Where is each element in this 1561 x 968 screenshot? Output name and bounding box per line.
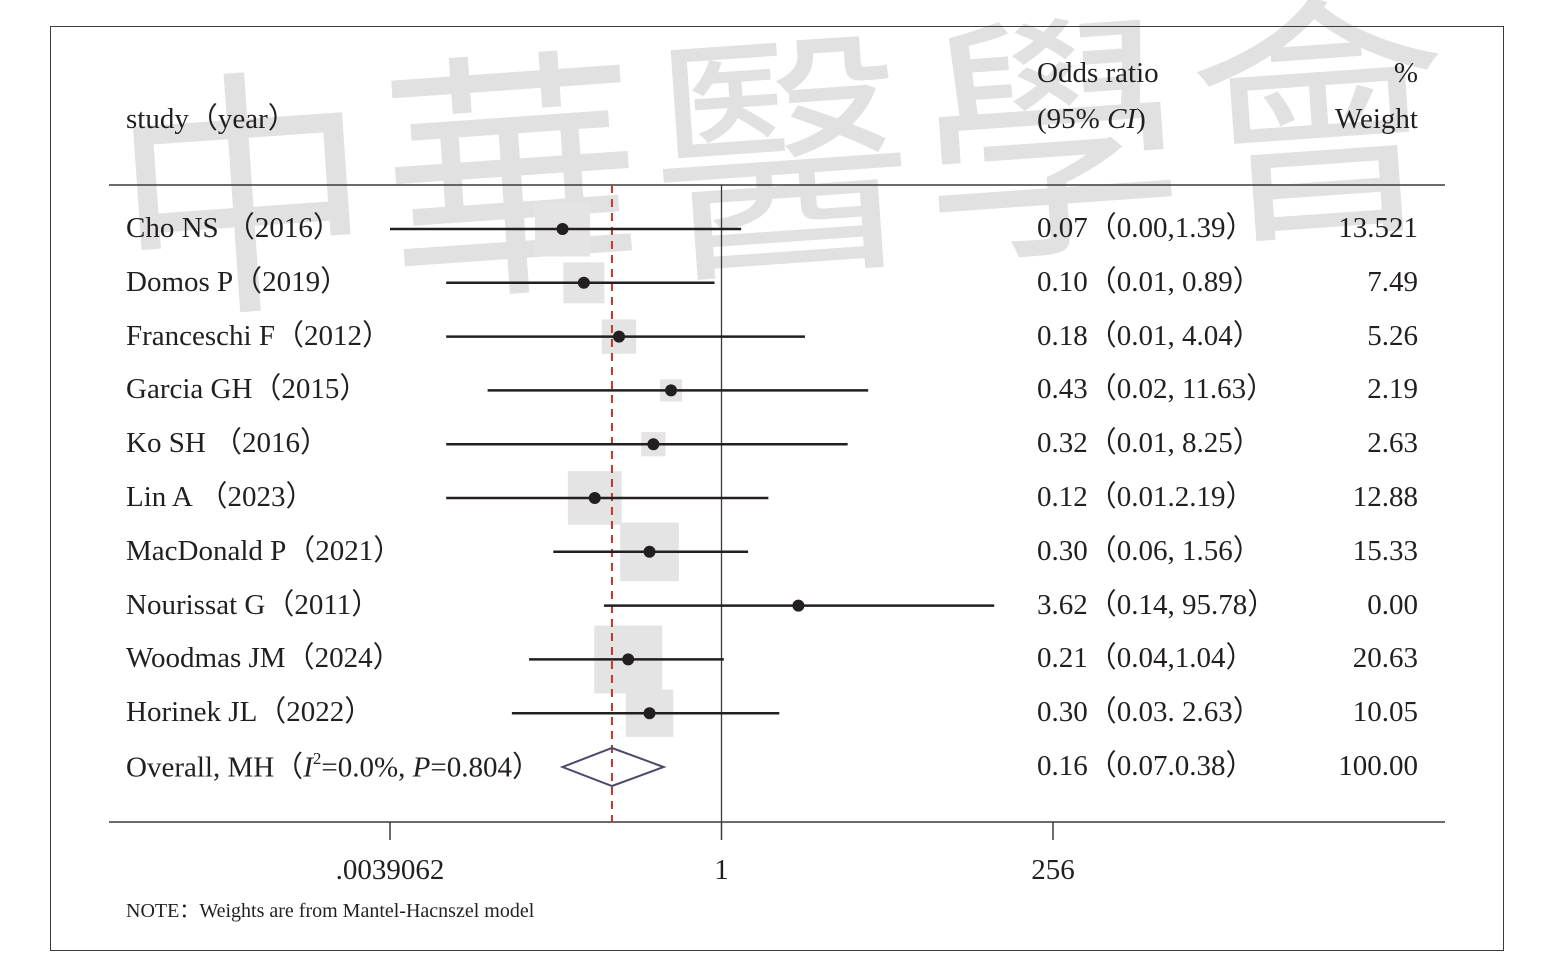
study-weight: 20.63	[1352, 642, 1418, 675]
point-estimate	[643, 545, 656, 558]
x-tick-label: .0039062	[335, 854, 445, 886]
study-weight: 13.521	[1338, 212, 1418, 244]
point-estimate	[792, 599, 805, 612]
study-odds-ratio: 3.62（0.14, 95.78）	[1037, 588, 1277, 621]
study-weight: 0.00	[1367, 588, 1418, 621]
odds-ratio-header: Odds ratio	[1037, 57, 1159, 89]
point-estimate	[556, 223, 569, 235]
confidence-intervals	[390, 227, 995, 715]
study-odds-ratio: 0.12（0.01.2.19）	[1037, 481, 1255, 513]
study-weight: 2.19	[1367, 373, 1418, 406]
study-odds-ratio: 0.10（0.01, 0.89）	[1037, 265, 1262, 298]
study-label: Cho NS （2016）	[126, 212, 342, 244]
study-weight: 2.63	[1367, 427, 1418, 460]
study-label: Lin A （2023）	[126, 481, 315, 513]
study-label: Horinek JL（2022）	[126, 696, 374, 729]
weight-header: Weight	[1334, 103, 1418, 135]
percent-header: %	[1393, 57, 1418, 89]
study-label: Nourissat G（2011）	[126, 588, 381, 621]
overall-label: Overall, MH（I2=0.0%, P=0.804）	[126, 749, 541, 784]
study-weight: 12.88	[1352, 481, 1418, 513]
study-odds-ratio: 0.18（0.01, 4.04）	[1037, 319, 1262, 352]
study-label: Ko SH （2016）	[126, 427, 330, 460]
study-odds-ratio: 0.30（0.06, 1.56）	[1037, 534, 1262, 567]
study-label: Woodmas JM（2024）	[126, 642, 402, 675]
chart-frame	[50, 26, 1504, 951]
point-estimate	[665, 384, 678, 397]
point-estimate	[643, 707, 656, 720]
point-estimate	[622, 653, 635, 666]
overall-weight: 100.00	[1338, 750, 1418, 782]
study-odds-ratio: 0.21（0.04,1.04）	[1037, 642, 1255, 675]
study-odds-ratio: 0.32（0.01, 8.25）	[1037, 427, 1262, 460]
study-weight: 5.26	[1367, 319, 1418, 352]
footnote: NOTE：Weights are from Mantel-Hacnszel mo…	[126, 900, 535, 922]
study-odds-ratio: 0.07（0.00,1.39）	[1037, 212, 1255, 244]
study-column-header: study（year）	[126, 103, 297, 135]
point-estimate	[577, 276, 590, 289]
ci-header: (95% CI)	[1037, 103, 1146, 135]
overall-odds-ratio: 0.16（0.07.0.38）	[1037, 750, 1255, 782]
point-estimate	[647, 438, 660, 451]
x-axis-ticks	[389, 822, 1054, 840]
study-odds-ratio: 0.30（0.03. 2.63）	[1037, 696, 1262, 729]
study-label: MacDonald P（2021）	[126, 534, 403, 567]
x-tick-label: 256	[1031, 854, 1075, 886]
study-label: Garcia GH（2015）	[126, 373, 369, 406]
study-weight: 15.33	[1352, 534, 1418, 567]
study-odds-ratio: 0.43（0.02, 11.63）	[1037, 373, 1276, 406]
x-tick-label: 1	[714, 854, 729, 886]
study-label: Franceschi F（2012）	[126, 319, 391, 352]
overall-diamond	[559, 746, 667, 788]
study-label: Domos P（2019）	[126, 265, 350, 298]
study-weight: 7.49	[1367, 265, 1418, 298]
point-estimate	[588, 492, 601, 504]
study-weight: 10.05	[1352, 696, 1418, 729]
point-estimates	[556, 223, 805, 720]
point-estimate	[612, 330, 625, 343]
